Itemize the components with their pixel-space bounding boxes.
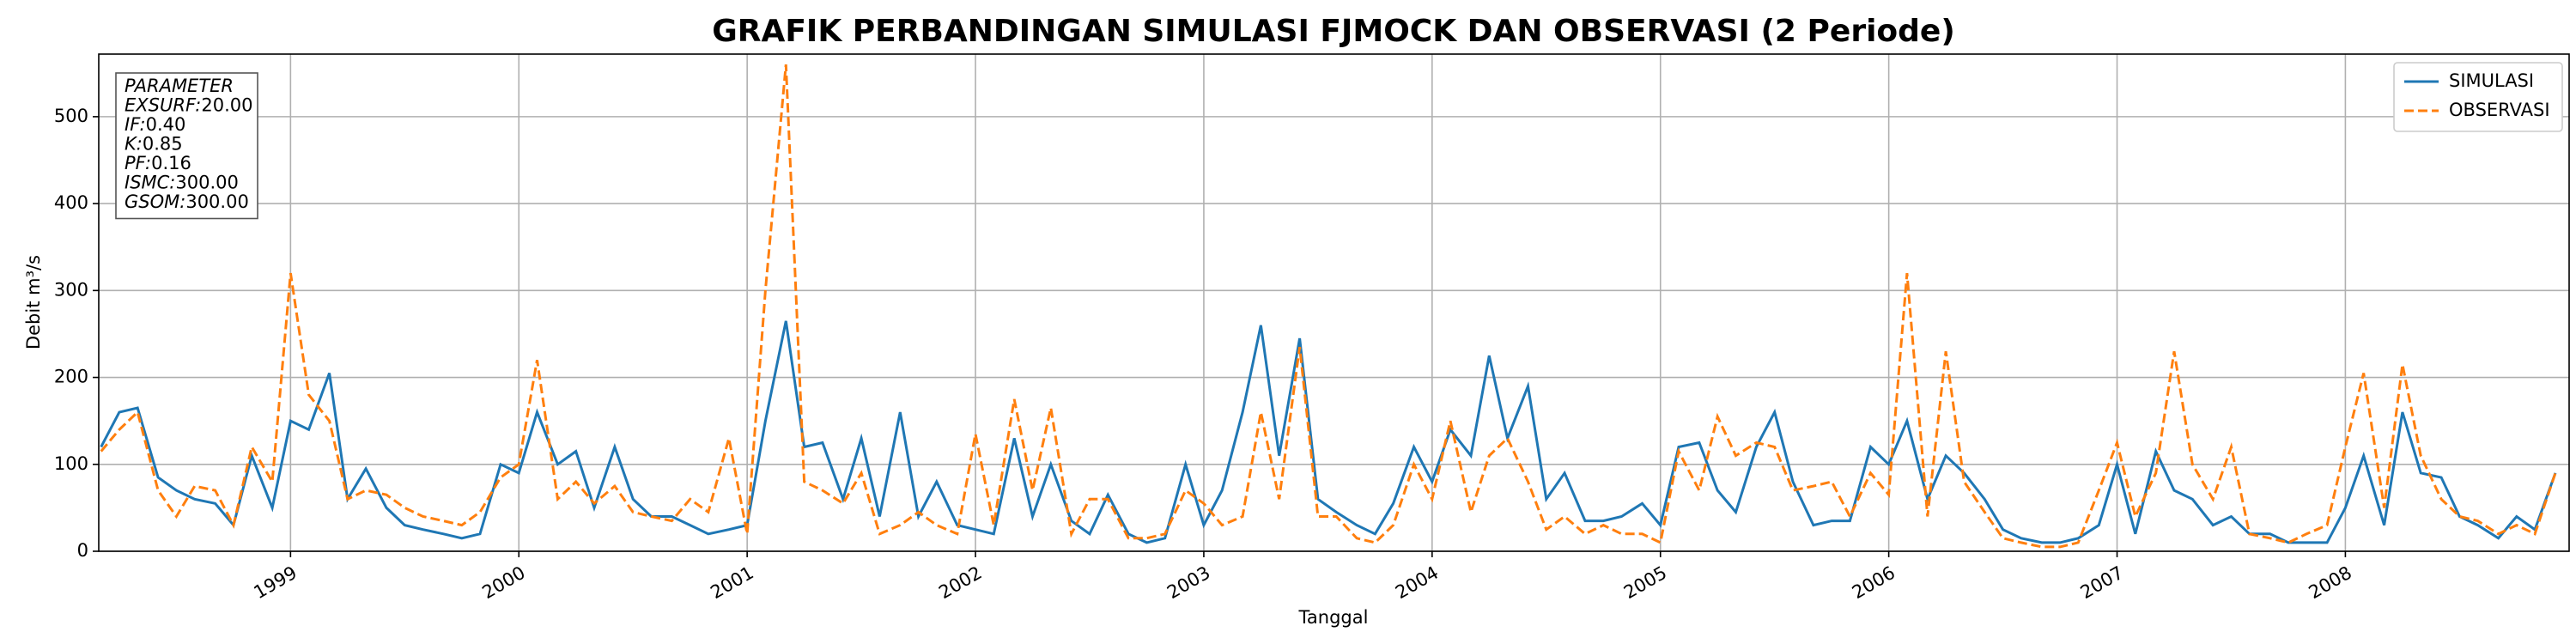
legend-box	[2393, 62, 2563, 132]
param-value: 0.85	[143, 134, 183, 155]
annotation-box	[115, 72, 258, 220]
y-tick-label: 300	[54, 279, 88, 300]
x-tick-label: 2004	[1392, 562, 1442, 604]
y-tick-label: 200	[54, 367, 88, 387]
legend-label: OBSERVASI	[2449, 100, 2550, 120]
x-tick-label: 2001	[707, 562, 756, 604]
legend-label: SIMULASI	[2449, 70, 2534, 91]
annotation-line: GSOM:300.00	[125, 191, 249, 212]
x-axis-label: Tanggal	[1298, 607, 1369, 628]
x-tick-label: 2007	[2077, 562, 2127, 604]
y-tick-label: 500	[54, 106, 88, 126]
param-name: PF:	[125, 153, 151, 173]
chart-title: GRAFIK PERBANDINGAN SIMULASI FJMOCK DAN …	[712, 14, 1955, 49]
param-name: K:	[125, 134, 143, 155]
plot-frame	[98, 53, 2570, 552]
param-value: 300.00	[175, 173, 238, 193]
y-tick-label: 100	[54, 453, 88, 474]
param-value: 0.40	[146, 114, 186, 135]
param-name: GSOM:	[125, 191, 185, 212]
param-name: ISMC:	[125, 173, 175, 193]
data-line	[100, 320, 2557, 544]
y-axis-label: Debit m³/s	[23, 255, 44, 349]
x-tick-label: 2008	[2306, 562, 2355, 604]
data-line	[100, 64, 2557, 549]
x-tick-label: 2002	[935, 562, 985, 604]
annotation-line: ISMC:300.00	[125, 173, 239, 193]
x-tick-label: 2003	[1163, 562, 1213, 604]
x-tick-label: 2005	[1620, 562, 1670, 604]
annotation-line: PF:0.16	[125, 153, 191, 173]
param-value: 0.16	[151, 153, 191, 173]
param-value: 300.00	[185, 191, 248, 212]
annotation-line: EXSURF:20.00	[125, 95, 252, 116]
y-tick-label: 400	[54, 192, 88, 213]
x-tick-label: 2006	[1849, 562, 1899, 604]
param-name: EXSURF:	[125, 95, 201, 116]
annotation-line: K:0.85	[125, 134, 183, 155]
y-tick-label: 0	[77, 540, 88, 561]
annotation-line: IF:0.40	[125, 114, 185, 135]
param-name: IF:	[125, 114, 146, 135]
annotation-title: PARAMETER	[125, 76, 234, 96]
x-tick-label: 2000	[478, 562, 528, 604]
param-value: 20.00	[201, 95, 252, 116]
x-tick-label: 1999	[251, 562, 301, 604]
